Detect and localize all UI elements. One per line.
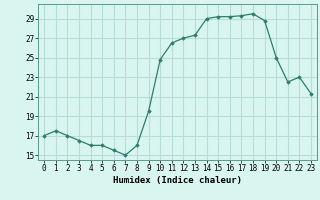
X-axis label: Humidex (Indice chaleur): Humidex (Indice chaleur)	[113, 176, 242, 185]
